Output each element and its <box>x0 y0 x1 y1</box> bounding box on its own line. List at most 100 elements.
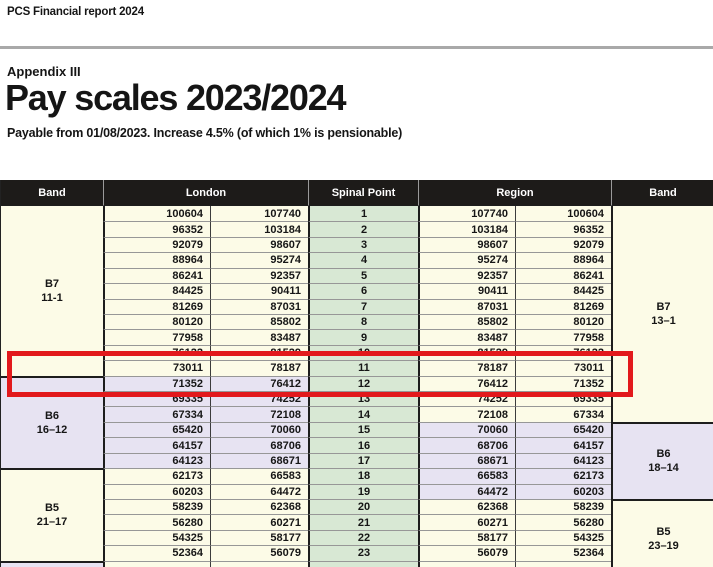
pay-cell-london-outer: 103184 <box>210 221 308 237</box>
pay-cell-region-outer: 103184 <box>418 221 515 237</box>
pay-cell-london-inner: 71352 <box>103 375 210 392</box>
band-cell-right-b5: B5 23–19 <box>611 499 713 567</box>
pay-cell-region-outer: 70060 <box>418 421 515 438</box>
spinal-point-cell: 14 <box>308 406 418 422</box>
page-title: Pay scales 2023/2024 <box>5 77 347 118</box>
pay-cell-region-outer: 72108 <box>418 406 515 422</box>
page-subtitle: Payable from 01/08/2023. Increase 4.5% (… <box>7 126 403 140</box>
pay-cell-region-inner: 58239 <box>515 499 611 515</box>
pay-cell-london-outer: 78187 <box>210 360 308 376</box>
band-cell-right-b6: B6 18–14 <box>611 421 713 500</box>
pay-cell-london-outer: 56079 <box>210 545 308 561</box>
pay-cell-region-inner: 73011 <box>515 360 611 376</box>
pay-cell-region-outer: 58177 <box>418 529 515 546</box>
pay-cell-london-inner: 100604 <box>103 206 210 222</box>
band-code: B5 <box>44 502 60 515</box>
pay-cell-region-outer: 66583 <box>418 468 515 484</box>
band-spinal-range: 23–19 <box>648 539 679 552</box>
col-header-london: London <box>103 180 308 206</box>
band-code: B6 <box>44 409 60 422</box>
pay-cell-london-outer: 58177 <box>210 529 308 546</box>
pay-cell-london-outer: 92357 <box>210 267 308 284</box>
pay-cell-london-outer <box>210 560 308 567</box>
pay-cell-region-outer: 78187 <box>418 360 515 376</box>
pay-cell-region-inner: 52364 <box>515 545 611 561</box>
band-spinal-range: 16–12 <box>36 423 68 436</box>
pay-cell-region-outer: 83487 <box>418 329 515 345</box>
pay-cell-region-outer: 68671 <box>418 452 515 469</box>
pay-cell-region-outer: 90411 <box>418 283 515 299</box>
col-header-band-left: Band <box>1 180 103 206</box>
pay-cell-london-inner: 88964 <box>103 252 210 268</box>
pay-cell-london-outer: 107740 <box>210 206 308 222</box>
pay-cell-london-outer: 98607 <box>210 236 308 253</box>
spinal-point-cell: 9 <box>308 329 418 345</box>
band-spinal-range: 11-1 <box>41 291 63 304</box>
band-code: B6 <box>656 448 671 461</box>
pay-cell-region-inner: 80120 <box>515 313 611 330</box>
pay-cell-region-outer: 76412 <box>418 375 515 392</box>
pay-cell-london-outer: 60271 <box>210 514 308 530</box>
pay-cell-region-outer <box>418 560 515 567</box>
pay-cell-london-outer: 62368 <box>210 499 308 515</box>
pay-cell-london-outer: 66583 <box>210 468 308 484</box>
pay-cell-london-inner: 64157 <box>103 437 210 453</box>
pay-cell-region-inner: 77958 <box>515 329 611 345</box>
spinal-point-cell: 2 <box>308 221 418 237</box>
pay-cell-region-inner: 100604 <box>515 206 611 222</box>
pay-cell-london-outer: 90411 <box>210 283 308 299</box>
pay-cell-region-inner: 81269 <box>515 298 611 314</box>
pay-cell-london-inner: 62173 <box>103 468 210 484</box>
pay-cell-london-inner: 64123 <box>103 452 210 469</box>
band-cell-left-b5: B5 21–17 <box>1 468 103 561</box>
pay-cell-london-inner: 92079 <box>103 236 210 253</box>
pay-cell-london-inner: 77958 <box>103 329 210 345</box>
pay-cell-london-outer: 68671 <box>210 452 308 469</box>
band-code: B7 <box>44 277 60 290</box>
pay-cell-region-inner: 71352 <box>515 375 611 392</box>
spinal-point-cell: 8 <box>308 313 418 330</box>
pay-cell-region-outer: 85802 <box>418 313 515 330</box>
spinal-point-cell: 6 <box>308 283 418 299</box>
highlight-rectangle <box>7 351 633 397</box>
pay-cell-london-outer: 87031 <box>210 298 308 314</box>
pay-cell-london-inner: 65420 <box>103 421 210 438</box>
col-header-spinal-point: Spinal Point <box>308 180 418 206</box>
col-header-region: Region <box>418 180 611 206</box>
pay-cell-region-inner: 56280 <box>515 514 611 530</box>
spinal-point-cell: 23 <box>308 545 418 561</box>
pay-cell-region-outer: 60271 <box>418 514 515 530</box>
spinal-point-cell: 11 <box>308 360 418 376</box>
pay-cell-london-inner: 96352 <box>103 221 210 237</box>
pay-cell-region-inner: 65420 <box>515 421 611 438</box>
pay-cell-london-outer: 70060 <box>210 421 308 438</box>
spinal-point-cell: 12 <box>308 375 418 392</box>
spinal-point-cell: 17 <box>308 452 418 469</box>
band-code: B7 <box>656 300 671 313</box>
pay-cell-region-outer: 62368 <box>418 499 515 515</box>
pay-cell-region-inner: 88964 <box>515 252 611 268</box>
spinal-point-cell: 7 <box>308 298 418 314</box>
pay-cell-region-inner: 67334 <box>515 406 611 422</box>
pay-cell-london-inner: 54325 <box>103 529 210 546</box>
pay-cell-london-inner: 84425 <box>103 283 210 299</box>
pay-cell-london-inner: 67334 <box>103 406 210 422</box>
pay-cell-region-inner: 84425 <box>515 283 611 299</box>
pay-cell-london-inner: 73011 <box>103 360 210 376</box>
pay-cell-london-inner: 80120 <box>103 313 210 330</box>
pay-scales-table: Band London Spinal Point Region Band 100… <box>0 180 713 567</box>
pay-cell-region-inner: 86241 <box>515 267 611 284</box>
pay-cell-region-inner: 54325 <box>515 529 611 546</box>
pay-cell-london-inner <box>103 560 210 567</box>
appendix-label: Appendix III <box>7 64 81 79</box>
spinal-point-cell: 16 <box>308 437 418 453</box>
band-spinal-range: 13–1 <box>651 314 676 327</box>
pay-cell-london-inner: 81269 <box>103 298 210 314</box>
band-cell-left-b6: B6 16–12 <box>1 375 103 469</box>
pay-cell-region-inner <box>515 560 611 567</box>
pay-cell-region-inner: 62173 <box>515 468 611 484</box>
pay-cell-region-outer: 92357 <box>418 267 515 284</box>
pay-cell-region-outer: 95274 <box>418 252 515 268</box>
pay-cell-london-outer: 85802 <box>210 313 308 330</box>
spinal-point-cell: 22 <box>308 529 418 546</box>
